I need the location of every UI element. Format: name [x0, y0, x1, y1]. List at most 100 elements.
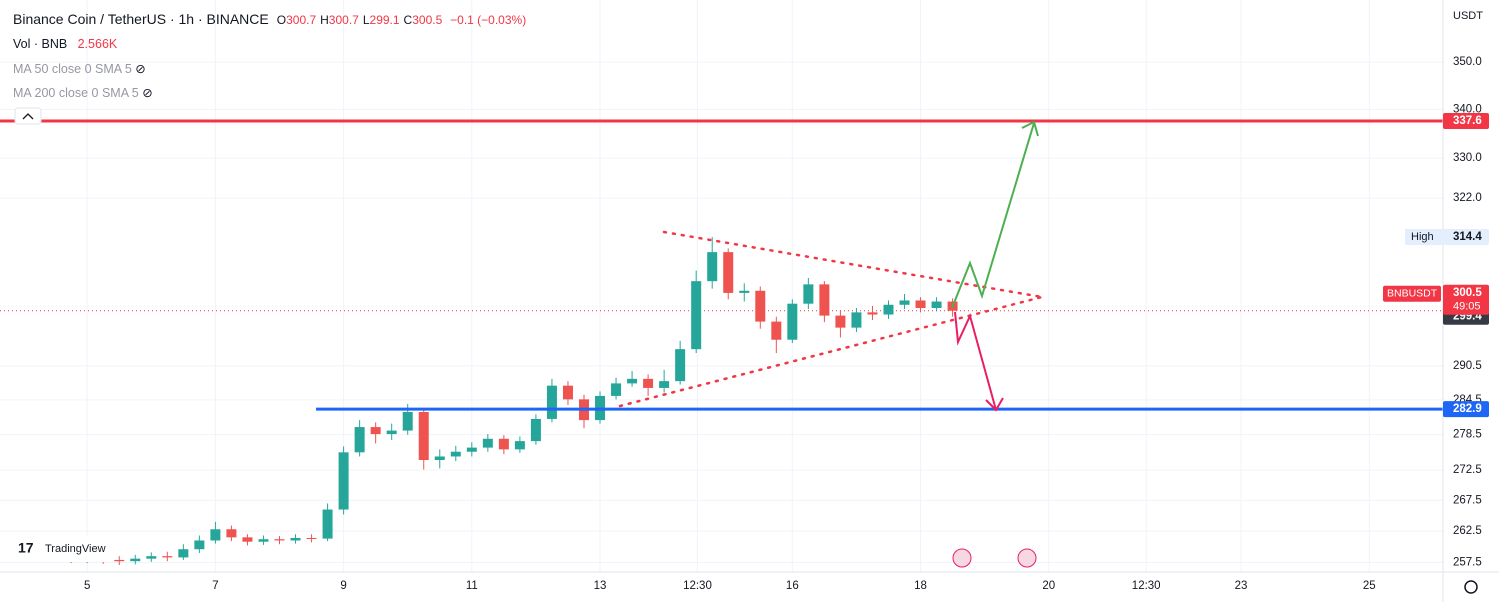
currency[interactable]: USDT: [1453, 10, 1483, 22]
candle-body: [883, 304, 894, 315]
ohlc-value: 300.5: [412, 13, 443, 27]
ohlc-value: 299.1: [369, 13, 400, 27]
time-axis-bg: [0, 572, 1499, 602]
ma-legend: MA 50 close 0 SMA 5 ⊘: [13, 62, 146, 76]
candle-body: [402, 412, 413, 431]
drawings: [618, 120, 1044, 412]
high-tag-label: High: [1411, 231, 1434, 243]
x-tick-label: 20: [1042, 580, 1055, 592]
ohlc-key: O: [276, 13, 287, 27]
arrow-head: [1021, 120, 1039, 137]
candle-body: [162, 556, 173, 558]
candle-body: [627, 378, 638, 384]
brand: TradingView: [45, 543, 106, 555]
candle-body: [899, 300, 910, 305]
logo-mark: 17: [18, 540, 34, 556]
candle-body: [146, 556, 157, 559]
collapse-button[interactable]: [14, 107, 42, 125]
ohlc: O300.7 H300.7 L299.1 C300.5: [277, 13, 447, 27]
price-badge: [1443, 229, 1489, 246]
candle-body: [274, 539, 285, 541]
price-badge: [1443, 401, 1489, 418]
ohlc-value: 300.7: [328, 13, 359, 27]
candle-body: [771, 321, 782, 340]
arrow-head: [985, 397, 1004, 412]
legend-title: Binance Coin / TetherUS · 1h · BINANCE O 3…: [13, 11, 526, 27]
candle-body: [755, 290, 766, 322]
candle-body: [514, 441, 525, 450]
y-tick-label: 272.5: [1453, 464, 1482, 476]
candle-body: [290, 537, 301, 541]
y-tick-label: 322.0: [1453, 192, 1482, 204]
high-tag: [1405, 229, 1443, 246]
price-badge-label: 282.9: [1453, 403, 1482, 415]
y-tick-label: 330.0: [1453, 152, 1482, 164]
x-tick-label: 12:30: [683, 580, 712, 592]
ohlc-key: L: [362, 13, 370, 27]
indicator-name: MA 200 close 0 SMA 5: [13, 86, 139, 100]
ohlc-key: C: [403, 13, 413, 27]
y-tick-label: 278.5: [1453, 429, 1482, 441]
arrow-down[interactable]: [954, 311, 997, 411]
candle-body: [114, 559, 125, 562]
candle-body: [739, 290, 750, 293]
x-tick-label: 9: [340, 580, 346, 592]
last-price-badge: [1443, 284, 1489, 315]
candle-body: [723, 252, 734, 293]
x-tick-label: 11: [466, 580, 478, 592]
x-tick-label: 13: [594, 580, 607, 592]
settings-icon[interactable]: [1464, 580, 1478, 594]
y-tick-label: 257.5: [1453, 557, 1482, 569]
candle-body: [242, 537, 253, 542]
axes: 350.0340.0330.0322.0290.5284.5278.5272.5…: [84, 56, 1489, 592]
x-tick-label: 7: [212, 580, 218, 592]
volume-legend: Vol · BNB 2.566K: [13, 37, 117, 51]
candle-body: [354, 427, 365, 453]
candle-body: [226, 529, 237, 538]
y-tick-label: 290.5: [1453, 360, 1482, 372]
change: −0.1 (−0.03%): [450, 13, 527, 27]
x-tick-label: 23: [1235, 580, 1248, 592]
x-tick-label: 12:30: [1132, 580, 1161, 592]
event-icon[interactable]: [1017, 548, 1037, 568]
candle-body: [178, 549, 189, 558]
indicator-name: Vol · BNB: [13, 37, 68, 51]
candle-body: [659, 381, 670, 388]
candle-body: [707, 252, 718, 282]
candle-body: [306, 537, 317, 539]
trend-line[interactable]: [662, 230, 1044, 299]
candle-body: [482, 438, 493, 448]
candle-body: [338, 452, 349, 510]
candle-body: [386, 430, 397, 435]
candle-body: [643, 378, 654, 388]
ma-legend: MA 200 close 0 SMA 5 ⊘: [13, 86, 153, 100]
x-tick-label: 25: [1363, 580, 1376, 592]
symbol-title: Binance Coin / TetherUS · 1h · BINANCE: [13, 11, 269, 27]
x-tick-label: 16: [786, 580, 799, 592]
event-icon[interactable]: [952, 548, 972, 568]
candle-body: [258, 539, 269, 542]
candle-body: [466, 447, 477, 452]
candle-body: [851, 312, 862, 328]
symbol-tag-label: BNBUSDT: [1387, 288, 1438, 300]
logo-badge: [10, 536, 116, 562]
candles: [0, 119, 1443, 566]
candle-body: [787, 303, 798, 340]
candle-body: [370, 427, 381, 435]
y-tick-label: 262.5: [1453, 525, 1482, 537]
candle-body: [819, 284, 830, 316]
trend-line[interactable]: [618, 295, 1044, 408]
candle-body: [418, 412, 429, 461]
candle-body: [546, 385, 557, 419]
candle-body: [867, 312, 878, 315]
x-tick-label: 5: [84, 580, 90, 592]
candle-body: [322, 509, 333, 539]
candle-body: [915, 300, 926, 309]
y-tick-label: 340.0: [1453, 103, 1482, 115]
candle-body: [498, 438, 509, 450]
price-badge: [1443, 112, 1489, 129]
arrow-up[interactable]: [951, 122, 1035, 309]
